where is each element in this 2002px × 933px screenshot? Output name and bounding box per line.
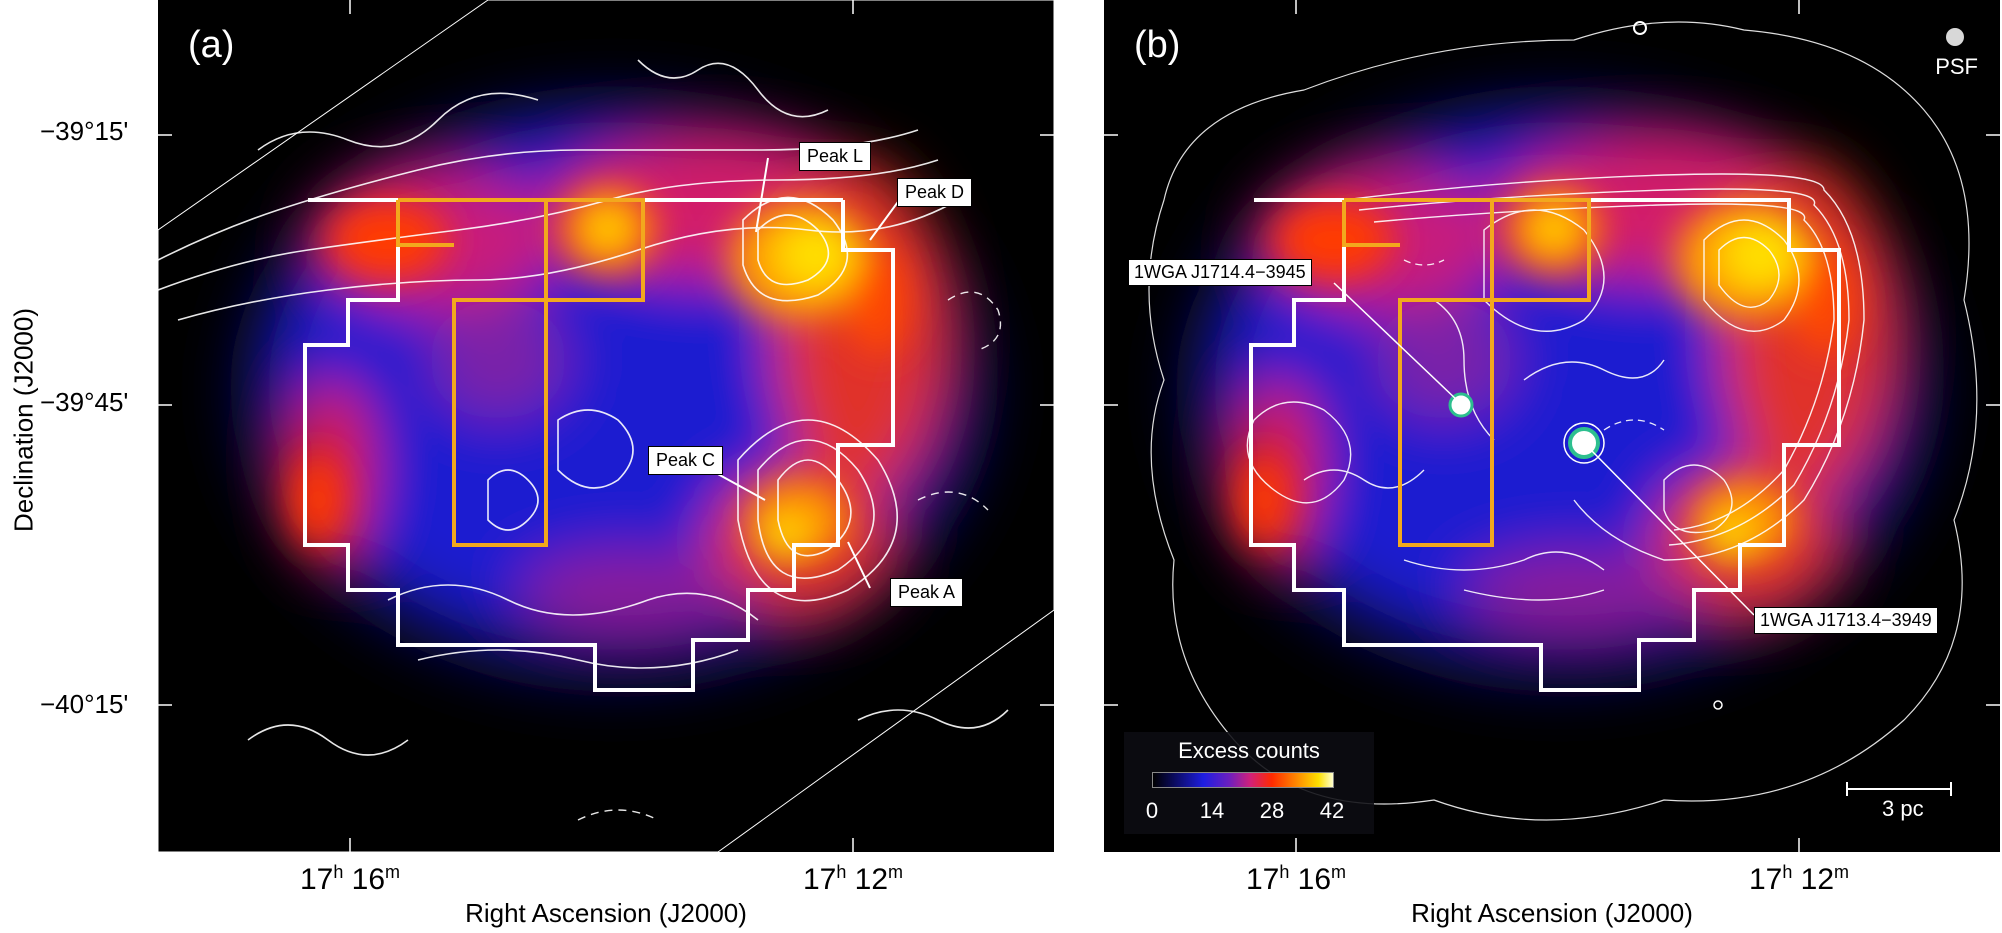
colorbar-tick: 42 <box>1319 798 1345 823</box>
x-axis-label: Right Ascension (J2000) <box>1411 898 1693 928</box>
source-label-j1714: 1WGA J1714.4−3945 <box>1128 259 1312 286</box>
colorbar-tick: 0 <box>1145 798 1159 823</box>
colorbar-gradient <box>1152 772 1334 788</box>
y-axis-label: Declination (J2000) <box>8 307 39 533</box>
scale-bar-label: 3 pc <box>1882 796 1924 821</box>
x-tick-label: 17h 16m <box>1245 862 1347 896</box>
x-tick-label: 17h 12m <box>1748 862 1850 896</box>
y-tick-label: −39°45' <box>40 387 129 417</box>
peak-c-label: Peak C <box>648 446 724 475</box>
panel-a-map: (a) Peak L Peak D Peak C Peak A <box>158 0 1054 852</box>
region-box-orange <box>1344 198 1591 547</box>
y-tick-label: −40°15' <box>40 689 129 719</box>
x-tick-label: 17h 16m <box>299 862 401 896</box>
colorbar-tick: 14 <box>1199 798 1225 823</box>
field-edge <box>1148 21 1978 821</box>
region-box-white <box>303 198 895 692</box>
contour-lines <box>158 59 1009 756</box>
y-tick-label: −39°15' <box>40 116 129 146</box>
panel-letter: (b) <box>1134 24 1181 66</box>
peak-a-label: Peak A <box>890 578 964 607</box>
panel-b-map: (b) PSF 1WGA J1714.4−3945 1WGA J1713.4−3… <box>1104 0 2000 852</box>
x-axis-label: Right Ascension (J2000) <box>465 898 747 928</box>
panel-letter: (a) <box>188 24 235 66</box>
colorbar-tick: 28 <box>1259 798 1285 823</box>
panel-b-image <box>1104 0 2000 852</box>
source-label-j1713: 1WGA J1713.4−3949 <box>1754 607 1938 634</box>
region-box-white <box>1249 198 1841 692</box>
colorbar-title: Excess counts <box>1178 738 1320 763</box>
psf-marker <box>1946 28 1964 46</box>
colorbar: Excess counts 0 14 28 42 <box>1124 732 1374 834</box>
psf-label: PSF <box>1935 54 1978 79</box>
x-tick-label: 17h 12m <box>802 862 904 896</box>
region-box-orange <box>398 198 645 547</box>
scale-bar <box>1846 782 1952 796</box>
contour-lines <box>1246 173 1865 601</box>
peak-l-label: Peak L <box>799 142 872 171</box>
panel-a-image <box>158 0 1054 852</box>
peak-d-label: Peak D <box>897 178 973 207</box>
